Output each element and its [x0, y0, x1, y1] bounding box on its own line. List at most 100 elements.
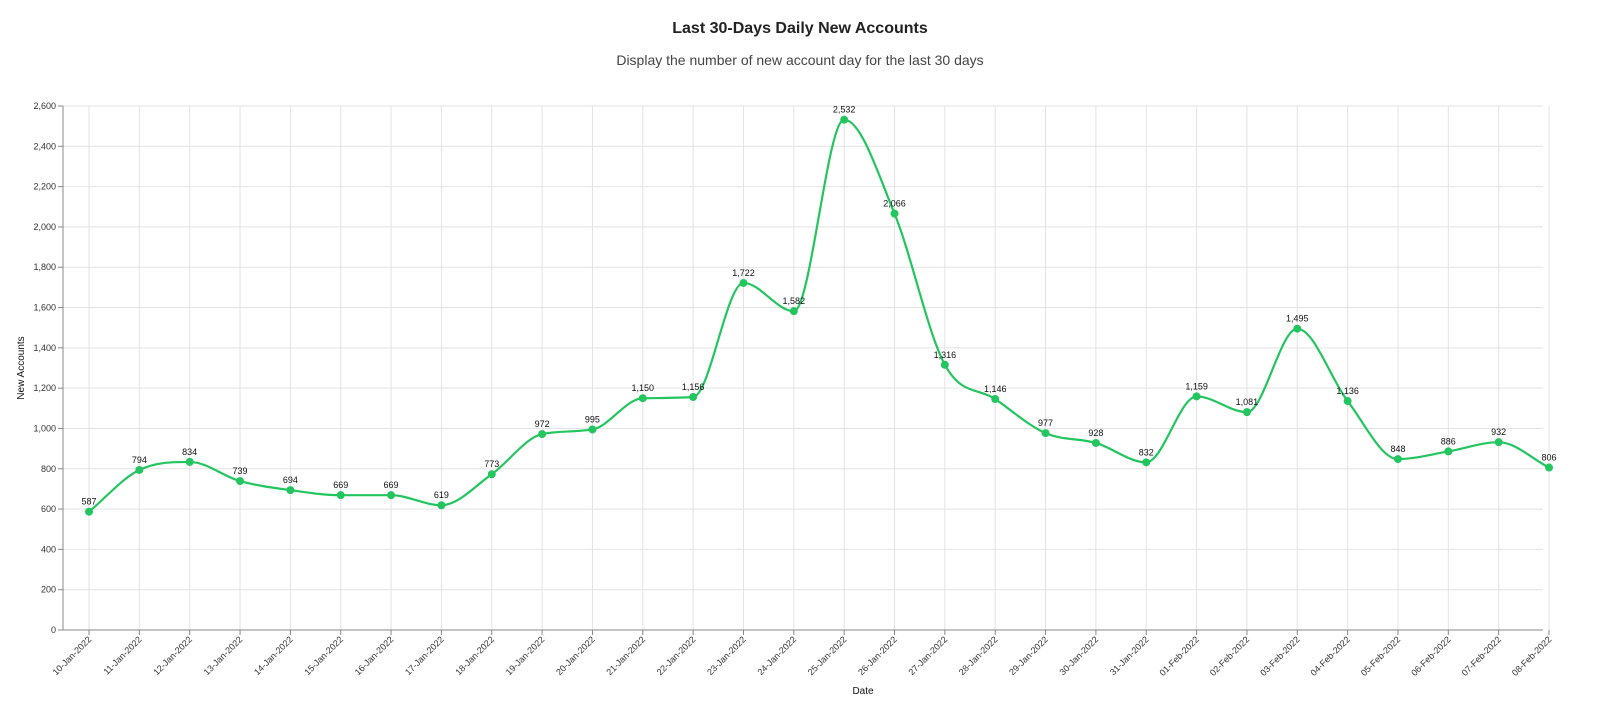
series-new-accounts [88, 118, 1550, 513]
data-point[interactable] [1393, 455, 1402, 464]
chart-title: Last 30-Days Daily New Accounts [672, 20, 928, 37]
data-point[interactable] [1041, 429, 1050, 438]
data-point[interactable] [1545, 463, 1553, 472]
x-tick-label: 01-Feb-2022 [1157, 634, 1201, 678]
x-tick-label: 30-Jan-2022 [1057, 634, 1100, 677]
data-point[interactable] [739, 278, 748, 287]
y-axis-ticks: 0 200 400 600 800 1,000 1,200 1,400 1,600 1,800 2,… [33, 101, 63, 635]
y-tick-label: 1,400 [33, 343, 56, 353]
x-tick-label: 08-Feb-2022 [1510, 634, 1554, 678]
data-point[interactable] [236, 477, 245, 486]
data-label: 739 [233, 466, 248, 476]
x-tick-label: 11-Jan-2022 [101, 634, 143, 676]
x-tick-label: 10-Jan-2022 [51, 634, 94, 677]
x-tick-label: 26-Jan-2022 [856, 634, 899, 677]
axes [62, 106, 1543, 631]
data-label: 1,146 [984, 384, 1007, 394]
data-label: 587 [81, 497, 96, 507]
data-label: 1,136 [1336, 386, 1359, 396]
data-label: 694 [283, 475, 298, 485]
data-point[interactable] [1444, 447, 1453, 456]
data-point[interactable] [588, 425, 597, 434]
data-label: 1,159 [1185, 381, 1208, 391]
data-label: 932 [1491, 427, 1506, 437]
data-point[interactable] [336, 491, 345, 500]
x-tick-label: 18-Jan-2022 [453, 634, 496, 677]
x-tick-label: 27-Jan-2022 [906, 634, 949, 677]
x-tick-label: 17-Jan-2022 [403, 634, 446, 677]
data-point[interactable] [940, 360, 949, 369]
x-tick-label: 13-Jan-2022 [202, 634, 245, 677]
data-point[interactable] [286, 486, 295, 495]
x-axis-ticks: 10-Jan-2022 11-Jan-2022 12-Jan-2022 13-Jan-… [51, 630, 1554, 678]
data-label: 773 [484, 459, 499, 469]
data-point[interactable] [1293, 324, 1302, 333]
x-tick-label: 12-Jan-2022 [151, 634, 194, 677]
x-tick-label: 05-Feb-2022 [1359, 634, 1403, 678]
data-point[interactable] [85, 507, 93, 516]
data-point[interactable] [487, 470, 496, 479]
x-tick-label: 19-Jan-2022 [504, 634, 547, 677]
data-point[interactable] [689, 393, 698, 402]
data-label: 928 [1088, 428, 1103, 438]
y-tick-label: 200 [41, 585, 56, 595]
x-tick-label: 31-Jan-2022 [1108, 634, 1151, 677]
x-tick-label: 03-Feb-2022 [1258, 634, 1302, 678]
x-tick-label: 16-Jan-2022 [353, 634, 396, 677]
data-point[interactable] [1343, 397, 1352, 406]
data-label: 1,582 [783, 296, 806, 306]
data-point[interactable] [185, 457, 194, 466]
data-point[interactable] [135, 465, 144, 474]
y-tick-label: 1,200 [33, 383, 56, 393]
y-tick-label: 800 [41, 464, 56, 474]
grid-lines [63, 105, 1550, 631]
y-axis-title: New Accounts [16, 336, 27, 399]
data-label: 806 [1541, 453, 1556, 463]
data-point[interactable] [538, 430, 547, 439]
data-label: 1,495 [1286, 314, 1309, 324]
data-point[interactable] [1192, 392, 1201, 401]
x-tick-label: 24-Jan-2022 [755, 634, 798, 677]
x-tick-label: 02-Feb-2022 [1208, 634, 1252, 678]
x-tick-label: 28-Jan-2022 [957, 634, 1000, 677]
data-point[interactable] [1091, 438, 1100, 447]
data-labels: 587 794 834 739 694 669 669 619 773 972 995 1,150 1,… [81, 105, 1556, 507]
y-tick-label: 1,000 [33, 423, 56, 433]
data-label: 1,722 [732, 268, 755, 278]
data-label: 995 [585, 414, 600, 424]
data-point[interactable] [1494, 438, 1503, 447]
data-label: 669 [384, 480, 399, 490]
data-label: 886 [1441, 436, 1456, 446]
data-point[interactable] [1242, 408, 1251, 417]
data-label: 1,081 [1236, 397, 1259, 407]
y-tick-label: 1,600 [33, 303, 56, 313]
data-label: 2,066 [883, 199, 906, 209]
x-axis-title: Date [852, 686, 874, 697]
x-tick-label: 07-Feb-2022 [1460, 634, 1504, 678]
data-point[interactable] [890, 209, 899, 218]
data-points [85, 115, 1553, 516]
data-label: 1,316 [934, 350, 957, 360]
data-label: 834 [182, 447, 197, 457]
data-label: 832 [1139, 447, 1154, 457]
series-line [88, 118, 1550, 513]
data-point[interactable] [789, 307, 798, 316]
data-label: 1,150 [632, 383, 655, 393]
data-point[interactable] [991, 395, 1000, 404]
data-point[interactable] [1142, 458, 1151, 467]
x-tick-label: 14-Jan-2022 [252, 634, 295, 677]
data-label: 669 [333, 480, 348, 490]
data-point[interactable] [840, 115, 849, 124]
x-tick-label: 04-Feb-2022 [1309, 634, 1353, 678]
data-point[interactable] [387, 491, 396, 500]
data-point[interactable] [638, 394, 647, 403]
y-tick-label: 0 [51, 625, 56, 635]
data-label: 619 [434, 490, 449, 500]
data-label: 848 [1390, 444, 1405, 454]
data-point[interactable] [437, 501, 446, 510]
y-tick-label: 2,000 [33, 222, 56, 232]
y-tick-label: 2,200 [33, 182, 56, 192]
y-tick-label: 400 [41, 544, 56, 554]
